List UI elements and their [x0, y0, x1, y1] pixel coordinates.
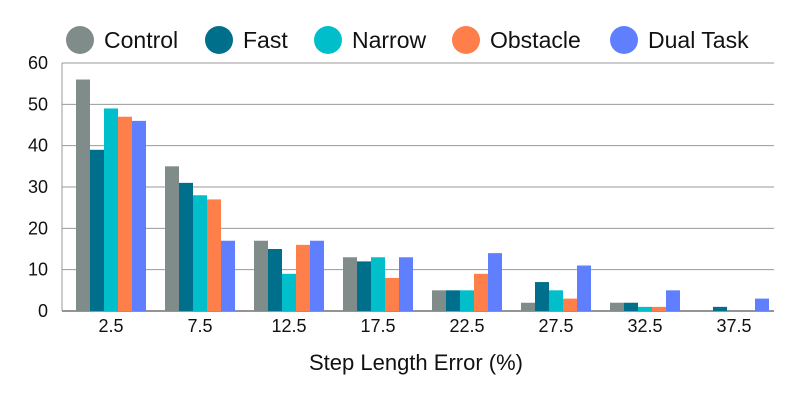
bar-obstacle	[474, 273, 488, 311]
y-tick-label: 50	[28, 94, 48, 114]
y-tick-label: 30	[28, 177, 48, 197]
legend-marker-control	[66, 26, 94, 54]
bar-obstacle	[118, 116, 132, 311]
legend-marker-dual-task	[610, 26, 638, 54]
x-tick-label: 27.5	[538, 316, 573, 336]
y-tick-label: 20	[28, 218, 48, 238]
bar-control	[343, 257, 357, 311]
legend-label: Obstacle	[490, 27, 581, 53]
bar-dual-task	[488, 253, 502, 311]
x-axis-ticks: 2.5 7.5 12.5 17.5 22.5 27.5 32.5 37.5	[98, 316, 751, 336]
bar-narrow	[638, 306, 652, 311]
bar-fast	[357, 261, 371, 311]
x-axis-title: Step Length Error (%)	[309, 350, 523, 375]
bar-fast	[713, 306, 727, 311]
bar-fast	[446, 290, 460, 311]
bar-narrow	[549, 290, 563, 311]
bar-dual-task	[666, 290, 680, 311]
y-tick-label: 60	[28, 53, 48, 73]
x-tick-label: 37.5	[716, 316, 751, 336]
bar-dual-task	[755, 298, 769, 311]
bar-narrow	[460, 290, 474, 311]
legend-label: Control	[104, 27, 178, 53]
bar-obstacle	[296, 244, 310, 311]
x-tick-label: 32.5	[627, 316, 662, 336]
bar-narrow	[193, 195, 207, 311]
bar-obstacle	[207, 199, 221, 311]
bar-control	[165, 166, 179, 311]
bar-obstacle	[563, 298, 577, 311]
bar-obstacle	[385, 277, 399, 311]
bar-control	[76, 79, 90, 312]
bar-control	[521, 302, 535, 311]
bars	[76, 79, 769, 312]
legend-label: Fast	[243, 27, 288, 53]
bar-dual-task	[310, 240, 324, 311]
x-tick-label: 17.5	[360, 316, 395, 336]
bar-fast	[179, 182, 193, 311]
bar-narrow	[282, 273, 296, 311]
x-tick-label: 22.5	[449, 316, 484, 336]
legend-marker-narrow	[314, 26, 342, 54]
bar-control	[432, 290, 446, 311]
legend-marker-fast	[205, 26, 233, 54]
legend-label: Narrow	[352, 27, 427, 53]
bar-dual-task	[132, 120, 146, 311]
y-tick-label: 10	[28, 260, 48, 280]
x-tick-label: 2.5	[98, 316, 123, 336]
y-tick-label: 0	[38, 301, 48, 321]
bar-dual-task	[221, 240, 235, 311]
legend: Control Fast Narrow Obstacle Dual Task	[66, 26, 749, 54]
bar-fast	[535, 282, 549, 311]
bar-dual-task	[577, 265, 591, 311]
bar-narrow	[371, 257, 385, 311]
legend-label: Dual Task	[648, 27, 749, 53]
bar-dual-task	[399, 257, 413, 311]
bar-fast	[268, 249, 282, 311]
x-tick-label: 12.5	[271, 316, 306, 336]
y-tick-label: 40	[28, 136, 48, 156]
bar-narrow	[104, 108, 118, 311]
bar-control	[610, 302, 624, 311]
bar-obstacle	[652, 306, 666, 311]
bar-fast	[90, 149, 104, 311]
bar-fast	[624, 302, 638, 311]
x-tick-label: 7.5	[187, 316, 212, 336]
bar-control	[254, 240, 268, 311]
legend-marker-obstacle	[452, 26, 480, 54]
y-axis-ticks: 0 10 20 30 40 50 60	[28, 53, 48, 321]
